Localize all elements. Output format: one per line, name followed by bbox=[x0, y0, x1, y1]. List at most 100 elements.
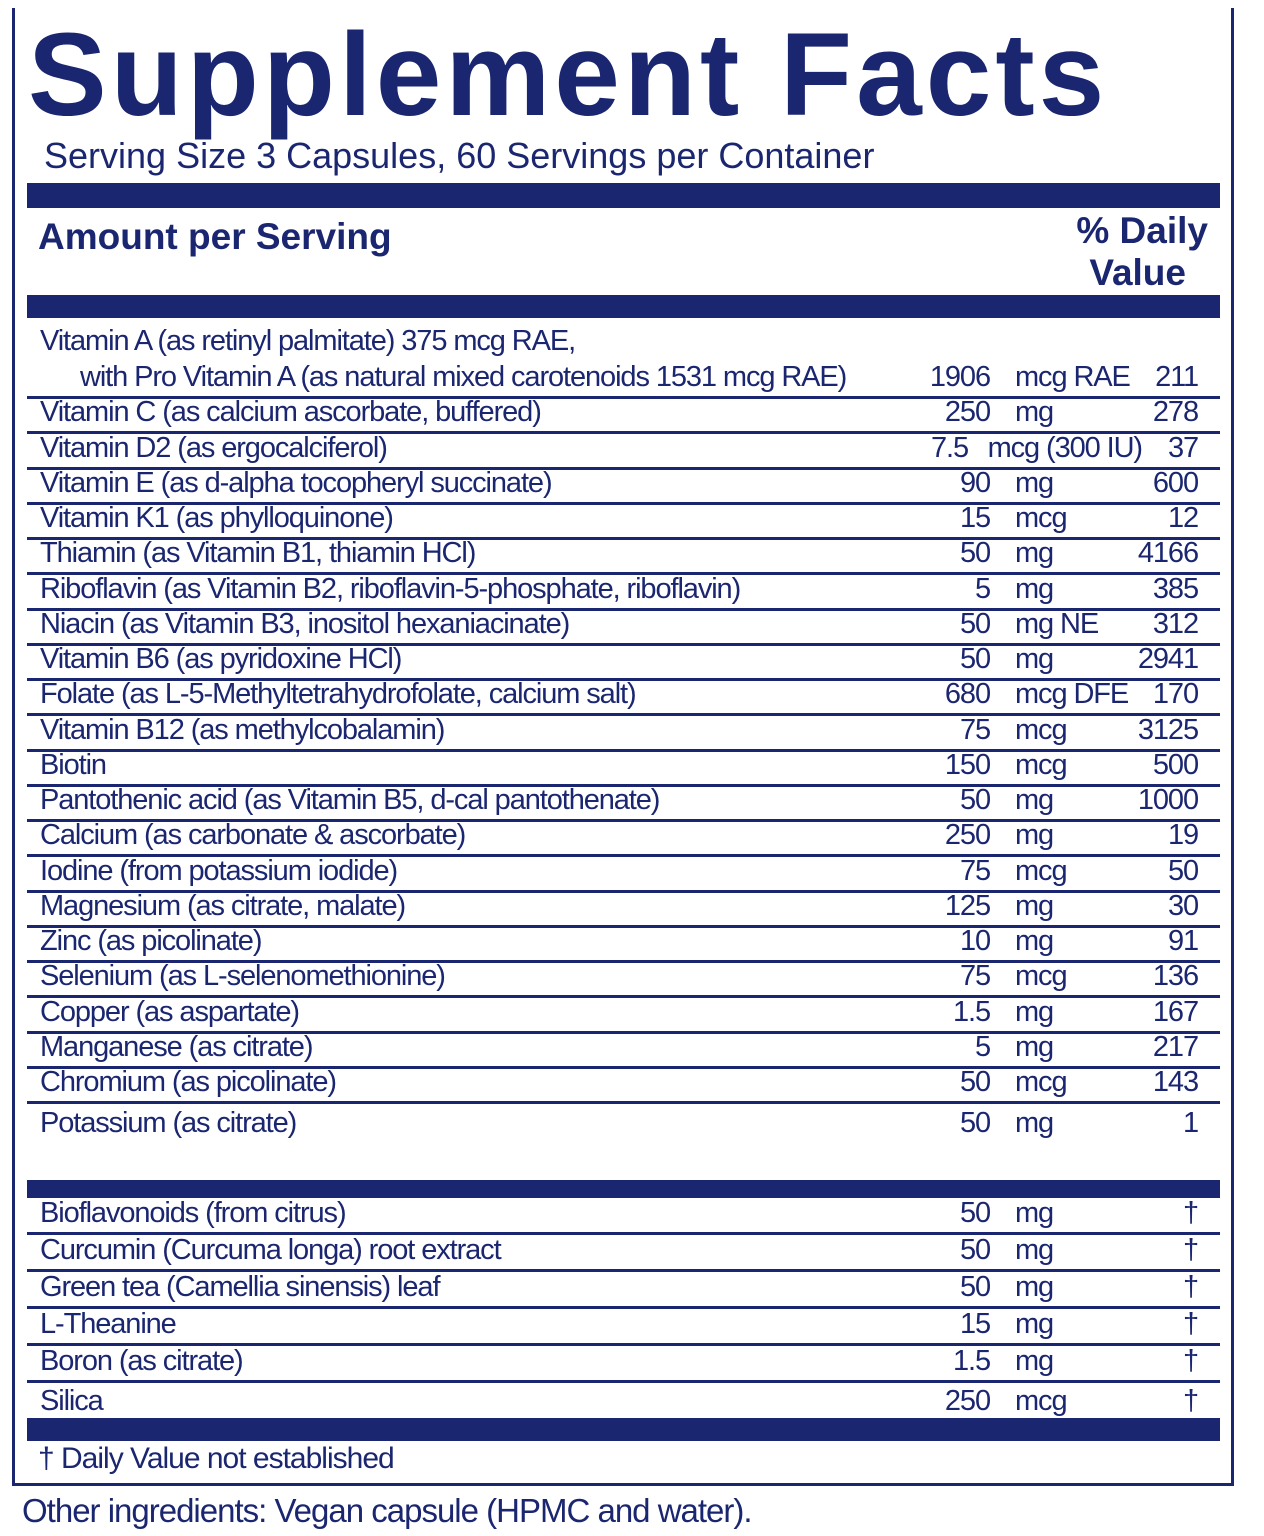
nutrient-name: Vitamin B12 (as methylcobalamin) bbox=[40, 713, 445, 746]
nutrient-row: Curcumin (Curcuma longa) root extract 50 m… bbox=[27, 1234, 1220, 1272]
nutrient-daily-value: † bbox=[1182, 1197, 1199, 1229]
nutrient-amount: 50 bbox=[959, 1107, 991, 1139]
nutrient-row: Calcium (as carbonate & ascorbate) 250 mg 1… bbox=[27, 819, 1220, 858]
nutrient-row: Vitamin K1 (as phylloquinone) 15 mcg 12 bbox=[27, 502, 1220, 540]
nutrient-row: Manganese (as citrate) 5 mg 217 bbox=[27, 1031, 1220, 1069]
nutrient-unit: mcg (300 IU) bbox=[987, 431, 1144, 464]
nutrient-row: Chromium (as picolinate) 50 mcg 143 bbox=[27, 1066, 1220, 1104]
nutrient-daily-value: 1 bbox=[1182, 1107, 1199, 1139]
nutrient-row: Green tea (Camellia sinensis) leaf 50 mg † bbox=[27, 1271, 1220, 1309]
divider-bar bbox=[27, 295, 1220, 318]
facts-panel-border bbox=[12, 8, 1234, 1486]
nutrient-name: Vitamin B6 (as pyridoxine HCl) bbox=[40, 643, 402, 675]
nutrient-amount: 1.5 bbox=[952, 1345, 991, 1377]
nutrient-row: L-Theanine 15 mg † bbox=[27, 1308, 1220, 1346]
nutrient-unit: mcg bbox=[1015, 748, 1068, 781]
nutrient-row: Bioflavonoids (from citrus) 50 mg † bbox=[27, 1197, 1220, 1235]
nutrient-unit: mg bbox=[1015, 925, 1054, 957]
divider-bar bbox=[27, 183, 1220, 208]
nutrient-name: Curcumin (Curcuma longa) root extract bbox=[40, 1234, 502, 1266]
nutrient-daily-value: 278 bbox=[1152, 396, 1199, 429]
nutrient-amount: 680 bbox=[944, 678, 991, 711]
nutrient-row: Vitamin B6 (as pyridoxine HCl) 50 mg 2941 bbox=[27, 643, 1220, 681]
nutrient-daily-value: 167 bbox=[1152, 995, 1199, 1028]
nutrient-unit: mg bbox=[1015, 466, 1054, 499]
nutrient-name: Vitamin D2 (as ergocalciferol) bbox=[40, 431, 388, 464]
nutrient-name: Copper (as aspartate) bbox=[40, 995, 300, 1028]
nutrient-row: Vitamin E (as d-alpha tocopheryl succina… bbox=[27, 467, 1220, 505]
nutrient-name: Green tea (Camellia sinensis) leaf bbox=[40, 1271, 441, 1303]
nutrient-name: Pantothenic acid (as Vitamin B5, d-cal p… bbox=[40, 784, 660, 816]
nutrient-name: Manganese (as citrate) bbox=[40, 1030, 313, 1063]
nutrient-amount: 250 bbox=[944, 1385, 991, 1417]
nutrient-amount: 250 bbox=[944, 396, 991, 429]
nutrient-amount: 50 bbox=[959, 784, 991, 816]
nutrient-row: Riboflavin (as Vitamin B2, riboflavin-5-… bbox=[27, 572, 1220, 611]
nutrient-row: Biotin 150 mcg 500 bbox=[27, 749, 1220, 787]
nutrient-name: Chromium (as picolinate) bbox=[40, 1066, 337, 1098]
nutrient-amount: 5 bbox=[974, 1030, 991, 1063]
nutrient-name: Folate (as L-5-Methyltetrahydrofolate, c… bbox=[40, 678, 637, 711]
nutrient-amount: 150 bbox=[944, 748, 991, 781]
nutrient-unit: mg bbox=[1015, 1107, 1054, 1139]
nutrient-name: Niacin (as Vitamin B3, inositol hexaniac… bbox=[40, 607, 570, 640]
panel-title: Supplement Facts bbox=[28, 9, 1109, 141]
nutrient-row: Copper (as aspartate) 1.5 mg 167 bbox=[27, 995, 1220, 1034]
nutrient-name: Silica bbox=[40, 1385, 104, 1417]
nutrient-name: Iodine (from potassium iodide) bbox=[40, 854, 398, 887]
nutrient-unit: mcg DFE bbox=[1015, 678, 1129, 711]
nutrient-unit: mg bbox=[1015, 643, 1054, 675]
nutrient-unit: mg bbox=[1015, 537, 1054, 570]
nutrient-amount: 50 bbox=[959, 1234, 991, 1266]
nutrient-row: Selenium (as L-selenomethionine) 75 mcg 136 bbox=[27, 960, 1220, 999]
nutrient-name: Zinc (as picolinate) bbox=[40, 925, 262, 957]
nutrient-name: Biotin bbox=[40, 748, 107, 781]
nutrient-amount: 75 bbox=[959, 854, 991, 887]
nutrient-unit: mg NE bbox=[1015, 607, 1099, 640]
nutrient-daily-value: 91 bbox=[1167, 925, 1199, 957]
nutrient-unit: mcg RAE bbox=[1015, 361, 1131, 393]
nutrient-unit: mg bbox=[1015, 1345, 1054, 1377]
nutrient-daily-value: 385 bbox=[1152, 572, 1199, 605]
nutrient-daily-value: 136 bbox=[1152, 960, 1199, 993]
nutrient-unit: mcg bbox=[1015, 713, 1068, 746]
nutrient-name: Riboflavin (as Vitamin B2, riboflavin-5-… bbox=[40, 572, 741, 605]
nutrient-daily-value: 312 bbox=[1152, 607, 1199, 640]
nutrient-unit: mcg bbox=[1015, 1066, 1068, 1098]
nutrient-daily-value: 19 bbox=[1167, 819, 1199, 852]
nutrient-amount: 1.5 bbox=[952, 995, 991, 1028]
nutrient-amount: 7.5 bbox=[930, 431, 969, 464]
nutrient-name: Thiamin (as Vitamin B1, thiamin HCl) bbox=[40, 537, 476, 570]
nutrient-unit: mg bbox=[1015, 1271, 1054, 1303]
nutrient-name: L-Theanine bbox=[40, 1308, 177, 1340]
nutrient-unit: mg bbox=[1015, 1308, 1054, 1340]
nutrient-amount: 15 bbox=[959, 1308, 991, 1340]
nutrient-unit: mcg bbox=[1015, 502, 1068, 534]
footnote: † Daily Value not established bbox=[38, 1442, 395, 1475]
nutrient-daily-value: 500 bbox=[1152, 748, 1199, 781]
nutrient-row: Pantothenic acid (as Vitamin B5, d-cal p… bbox=[27, 784, 1220, 822]
nutrient-row: Boron (as citrate) 1.5 mg † bbox=[27, 1345, 1220, 1383]
nutrient-row: Silica 250 mcg † bbox=[27, 1383, 1220, 1420]
nutrient-amount: 10 bbox=[959, 925, 991, 957]
nutrient-row: Vitamin B12 (as methylcobalamin) 75 mcg 312… bbox=[27, 713, 1220, 752]
nutrient-daily-value: 50 bbox=[1167, 854, 1199, 887]
nutrient-row: Vitamin C (as calcium ascorbate, buffere… bbox=[27, 396, 1220, 435]
nutrient-name: Bioflavonoids (from citrus) bbox=[40, 1197, 347, 1229]
nutrient-row-vitamin-a: Vitamin A (as retinyl palmitate) 375 mcg… bbox=[27, 322, 1220, 399]
nutrient-name: Vitamin C (as calcium ascorbate, buffere… bbox=[40, 396, 542, 429]
daily-value-header-line1: % Daily bbox=[1076, 210, 1208, 251]
daily-value-header-line2: Value bbox=[1089, 252, 1186, 293]
divider-bar bbox=[27, 1418, 1220, 1441]
nutrient-amount: 75 bbox=[959, 960, 991, 993]
nutrient-daily-value: † bbox=[1182, 1271, 1199, 1303]
nutrient-daily-value: 30 bbox=[1167, 889, 1199, 922]
nutrient-name: Vitamin A (as retinyl palmitate) 375 mcg… bbox=[40, 325, 576, 357]
nutrient-daily-value: † bbox=[1182, 1385, 1199, 1417]
nutrient-amount: 5 bbox=[974, 572, 991, 605]
nutrient-amount: 50 bbox=[959, 537, 991, 570]
nutrient-amount: 50 bbox=[959, 643, 991, 675]
nutrient-daily-value: † bbox=[1182, 1308, 1199, 1340]
nutrient-unit: mg bbox=[1015, 396, 1054, 429]
nutrient-amount: 50 bbox=[959, 1197, 991, 1229]
